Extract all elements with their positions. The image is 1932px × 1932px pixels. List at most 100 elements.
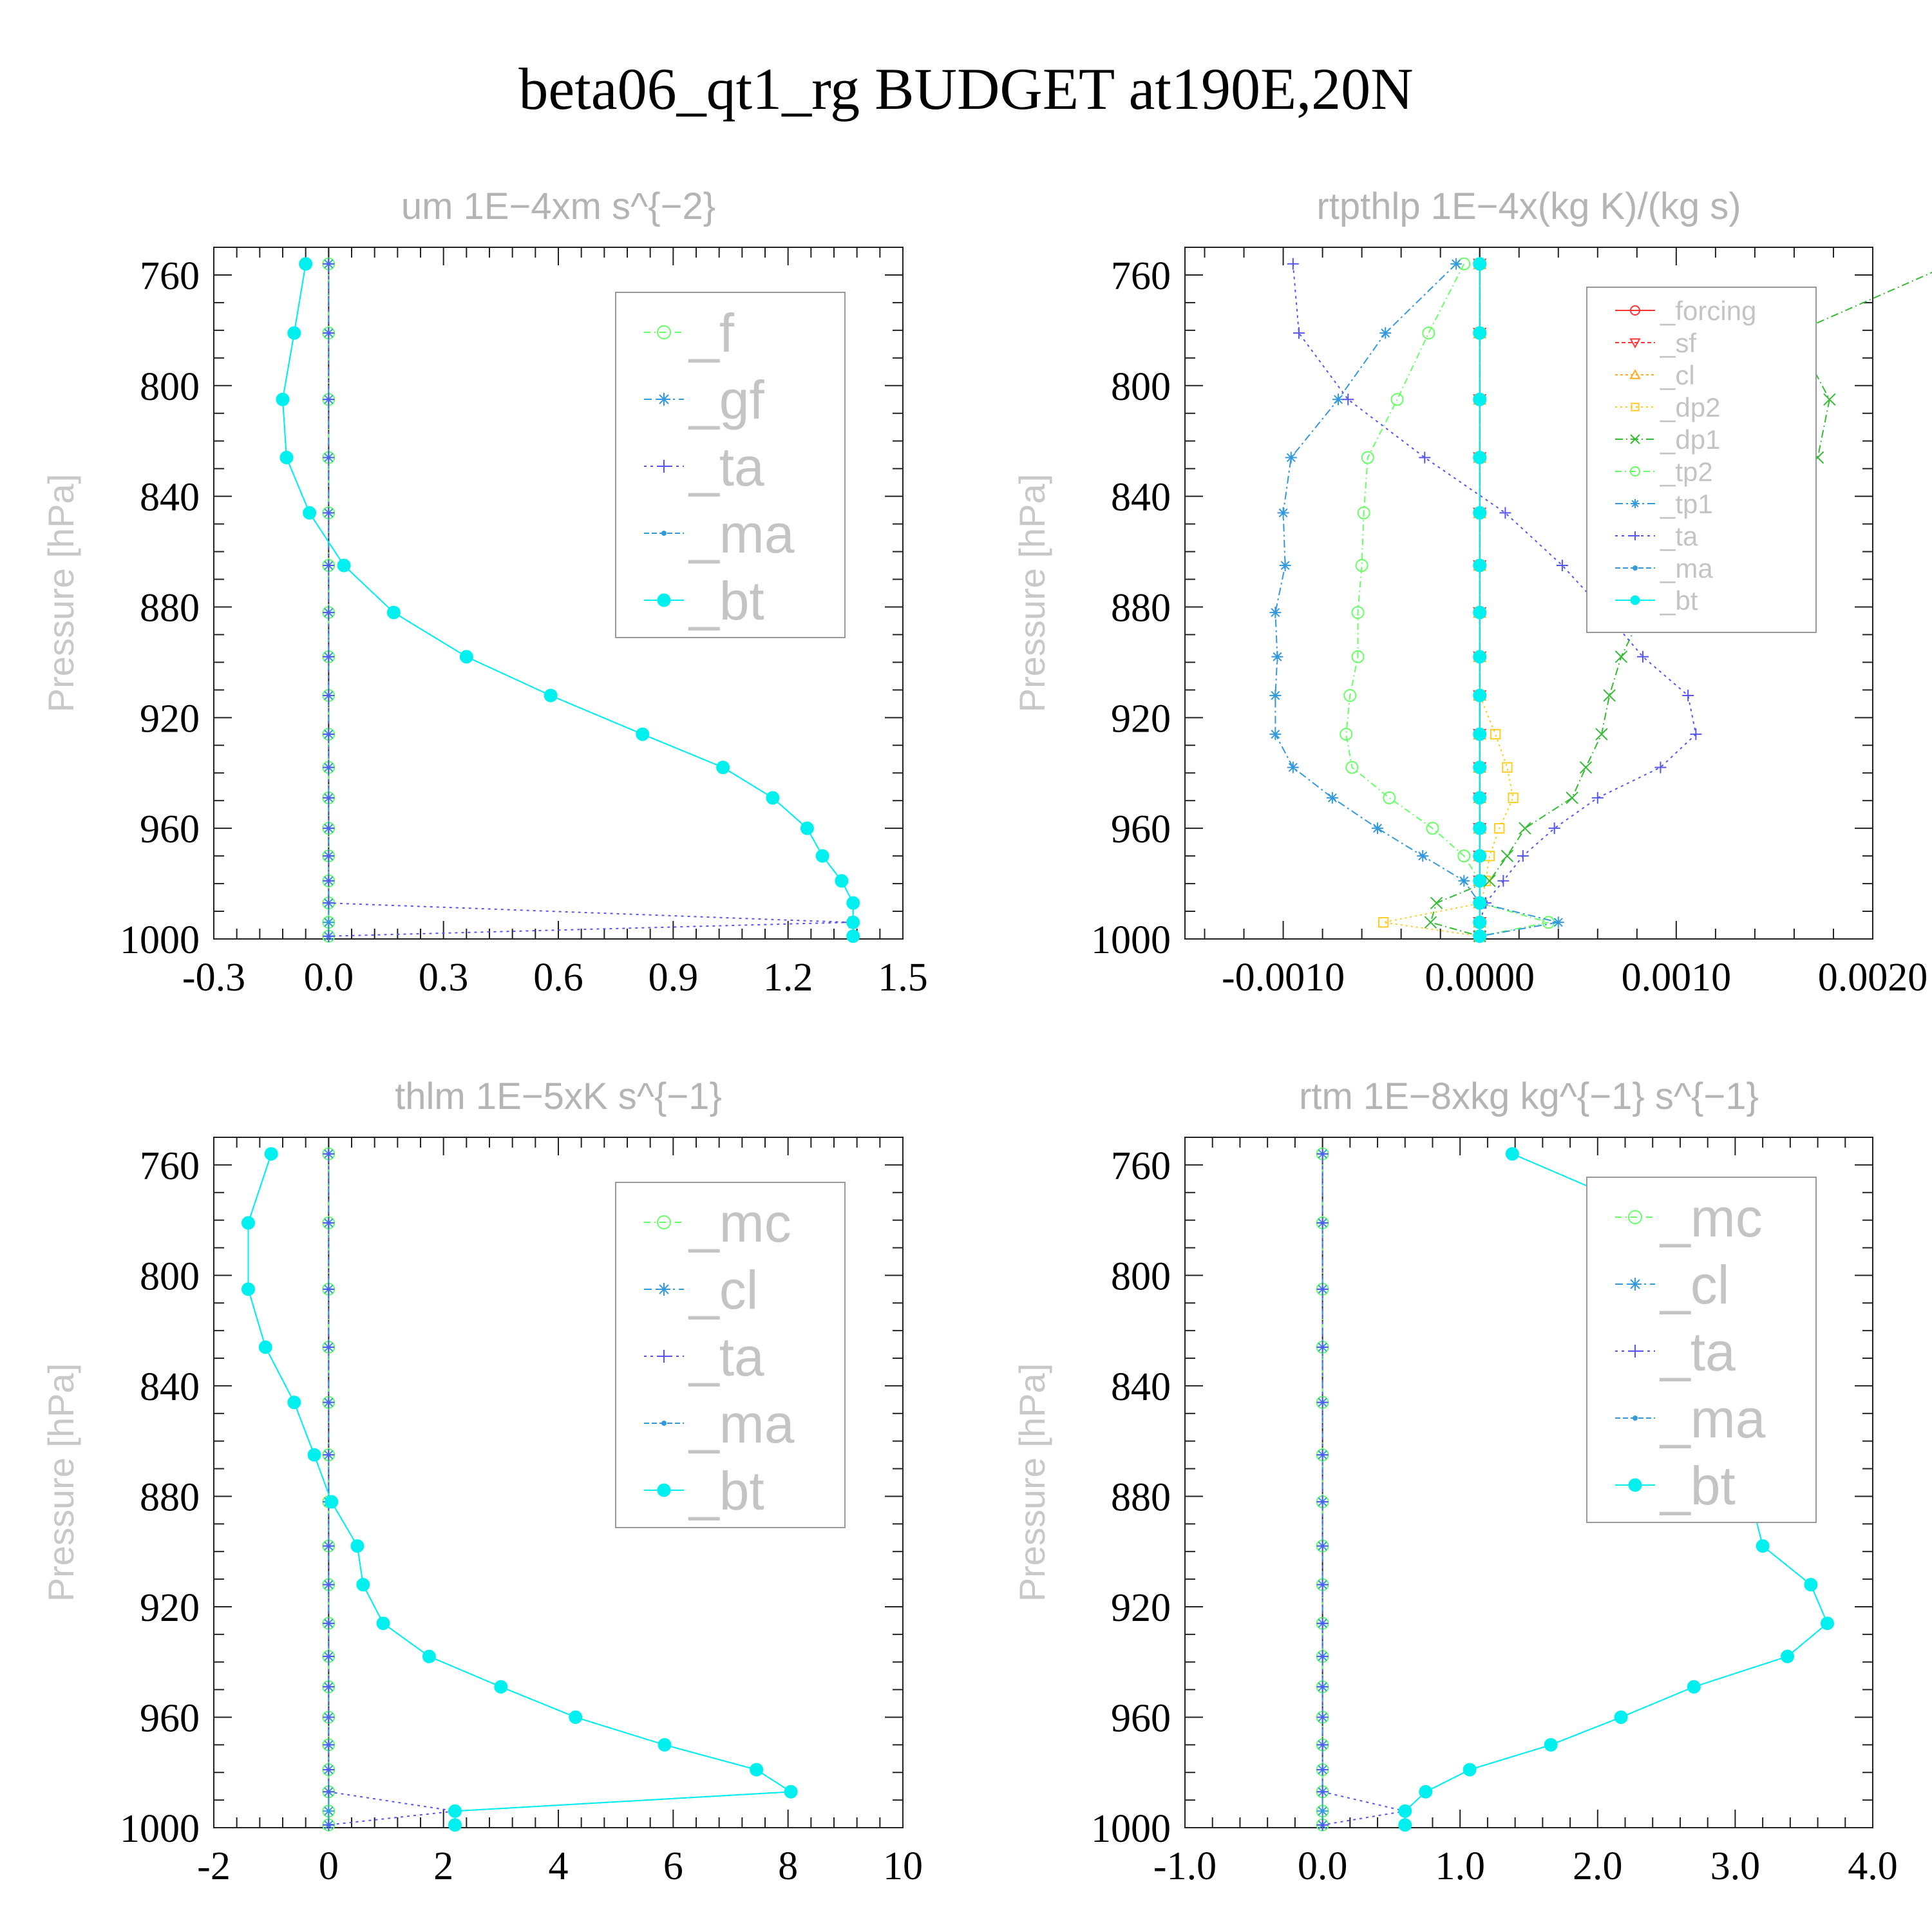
data-point [323, 451, 335, 464]
data-point [1718, 1396, 1732, 1410]
data-point [1277, 507, 1289, 519]
data-point [1379, 327, 1392, 339]
series-line [1404, 1153, 1828, 1825]
panel-title: um 1E−4xm s^{−2} [401, 185, 715, 227]
data-point [322, 1738, 336, 1752]
data-point [307, 510, 312, 516]
series-ma [280, 261, 856, 939]
data-point [1345, 761, 1359, 774]
legend: _mc_cl_ta_ma_bt [615, 1182, 846, 1528]
legend-label: _f [688, 303, 735, 363]
data-point [1473, 791, 1486, 804]
data-point [1316, 1217, 1329, 1229]
data-point [766, 791, 780, 805]
legend-marker [1631, 402, 1640, 412]
x-tick-label: 8 [778, 1844, 798, 1888]
data-point [1473, 327, 1487, 341]
data-point [1473, 875, 1487, 888]
data-point [323, 560, 335, 572]
data-point [341, 563, 347, 569]
data-point [1316, 1495, 1329, 1509]
data-point [323, 1217, 335, 1229]
data-point [323, 822, 335, 835]
data-point [1351, 650, 1365, 663]
data-point [1687, 1680, 1701, 1694]
data-point [498, 1684, 504, 1690]
y-tick-label: 1000 [1091, 918, 1171, 962]
data-point [1473, 727, 1487, 741]
data-point [1477, 764, 1482, 770]
data-point [1477, 900, 1482, 906]
data-point [1723, 1399, 1728, 1405]
data-point [1615, 650, 1628, 663]
x-tick-label: 0.0000 [1425, 956, 1535, 999]
data-point [1480, 875, 1492, 886]
data-point [1423, 1789, 1428, 1795]
data-point [245, 1286, 251, 1292]
data-point [1473, 728, 1486, 741]
data-point [1473, 688, 1486, 702]
data-point [1474, 690, 1485, 701]
data-point [323, 1449, 335, 1461]
data-point [1316, 1496, 1329, 1508]
data-point [1618, 1714, 1624, 1720]
data-point [1479, 897, 1492, 909]
data-point [323, 1681, 335, 1693]
data-point [464, 654, 469, 659]
data-point [323, 850, 335, 862]
y-tick-label: 760 [140, 1144, 200, 1188]
data-point [323, 1786, 335, 1798]
series-tp1 [1269, 258, 1564, 942]
data-point [1457, 849, 1471, 863]
plot-frame [1184, 1137, 1873, 1828]
x-tick-label: 3.0 [1710, 1844, 1761, 1888]
data-point [323, 1805, 335, 1817]
data-point [1474, 452, 1485, 463]
data-point [1473, 450, 1487, 463]
data-point [1417, 850, 1429, 862]
data-point [1477, 563, 1482, 569]
data-point [1477, 510, 1482, 516]
data-point [322, 849, 336, 863]
data-point [1473, 327, 1486, 340]
data-point [323, 1819, 335, 1831]
data-point [1316, 1283, 1329, 1295]
data-point [1316, 1216, 1329, 1229]
series-ma [245, 1151, 794, 1828]
legend-marker [1631, 531, 1640, 540]
data-point [322, 1818, 336, 1832]
legend-marker [1629, 368, 1641, 379]
data-point [1316, 1680, 1329, 1694]
data-point [1473, 873, 1487, 886]
data-point [1811, 451, 1824, 464]
legend-label: _cl [1659, 1255, 1729, 1315]
data-point [323, 850, 335, 862]
data-point [322, 728, 336, 741]
data-point [1474, 507, 1485, 518]
data-point [1316, 1786, 1329, 1798]
data-point [323, 728, 335, 741]
data-point [1473, 916, 1486, 929]
legend-label: _bt [1659, 1455, 1736, 1516]
data-point [1473, 791, 1487, 805]
y-tick-label: 920 [140, 697, 200, 741]
data-point [1357, 506, 1370, 520]
data-point [323, 1578, 335, 1591]
legend-box [615, 292, 846, 638]
data-point [1476, 897, 1487, 909]
legend: _mc_cl_ta_ma_bt [1586, 1177, 1817, 1523]
data-point [323, 897, 335, 909]
series-line [247, 1153, 793, 1825]
data-point [1316, 1217, 1329, 1229]
data-point [242, 1282, 255, 1296]
data-point [1316, 1396, 1329, 1409]
data-point [1473, 650, 1486, 663]
data-point [323, 507, 335, 519]
data-point [544, 688, 558, 703]
data-point [323, 1681, 335, 1693]
data-point [1340, 728, 1353, 741]
data-point [322, 327, 336, 340]
legend-label: _ma [688, 504, 795, 564]
data-point [770, 795, 775, 800]
data-point [1473, 506, 1487, 520]
